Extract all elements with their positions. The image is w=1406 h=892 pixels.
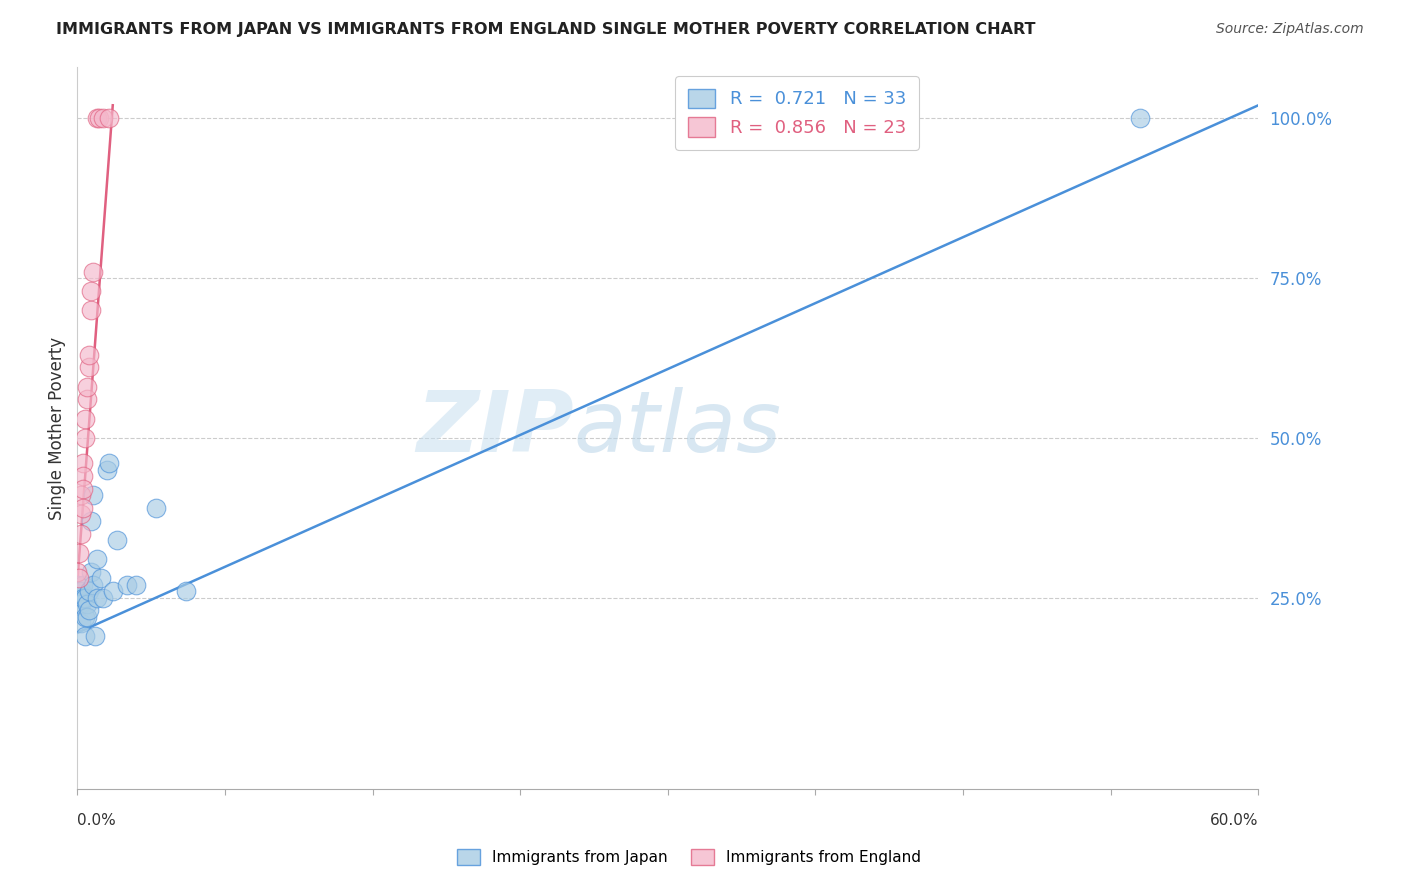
Point [125,578,148,592]
Point [70,597,93,611]
Point [80,284,103,298]
Point [77,348,100,362]
Point [86,111,108,125]
Point [80,565,103,579]
Point [105,533,128,547]
Point [67,584,90,599]
Text: ZIP: ZIP [416,386,574,470]
Text: atlas: atlas [574,386,782,470]
Point [72,578,94,592]
Point [70,616,93,631]
Point [1129,111,1152,125]
Point [70,488,93,502]
Point [75,591,97,605]
Point [86,552,108,566]
Legend: Immigrants from Japan, Immigrants from England: Immigrants from Japan, Immigrants from E… [451,843,927,871]
Text: IMMIGRANTS FROM JAPAN VS IMMIGRANTS FROM ENGLAND SINGLE MOTHER POVERTY CORRELATI: IMMIGRANTS FROM JAPAN VS IMMIGRANTS FROM… [56,22,1036,37]
Point [77,360,100,375]
Point [87,111,110,125]
Point [97,456,120,470]
Point [82,578,104,592]
Point [70,584,93,599]
Point [174,584,197,599]
Point [80,514,103,528]
Point [67,597,90,611]
Point [101,584,124,599]
Point [91,111,114,125]
Point [91,591,114,605]
Point [67,571,90,585]
Point [75,609,97,624]
Point [97,111,120,125]
Point [72,501,94,516]
Point [72,482,94,496]
Point [82,488,104,502]
Point [84,629,107,643]
Point [66,565,89,579]
Point [67,546,90,560]
Point [82,264,104,278]
Point [75,431,97,445]
Point [76,379,98,393]
Y-axis label: Single Mother Poverty: Single Mother Poverty [48,336,66,520]
Point [90,571,112,585]
Point [75,629,97,643]
Point [76,609,98,624]
Point [145,501,167,516]
Text: Source: ZipAtlas.com: Source: ZipAtlas.com [1216,22,1364,37]
Point [77,584,100,599]
Point [70,526,93,541]
Text: 60.0%: 60.0% [1211,814,1258,828]
Point [72,591,94,605]
Point [76,597,98,611]
Point [96,463,118,477]
Point [72,456,94,470]
Text: 0.0%: 0.0% [77,814,117,828]
Point [76,392,98,407]
Point [86,591,108,605]
Point [70,508,93,522]
Point [75,411,97,425]
Point [115,578,138,592]
Legend: R =  0.721   N = 33, R =  0.856   N = 23: R = 0.721 N = 33, R = 0.856 N = 23 [675,76,918,150]
Point [72,469,94,483]
Point [66,578,89,592]
Point [80,302,103,317]
Point [77,603,100,617]
